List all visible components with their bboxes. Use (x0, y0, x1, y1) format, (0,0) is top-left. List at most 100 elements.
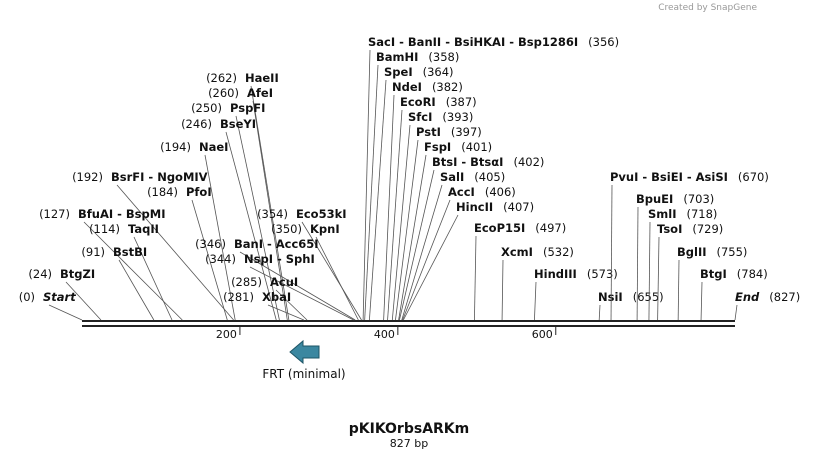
site-position: (246) (181, 117, 212, 131)
site-name: AcuI (270, 275, 298, 289)
credit: Created by SnapGene (658, 3, 757, 13)
site-name: XbaI (262, 290, 291, 304)
site-leader (387, 109, 403, 321)
site-name: BseYI (220, 117, 256, 131)
site-position: (703) (683, 192, 714, 206)
site-leader (636, 206, 639, 321)
site-position: (655) (633, 290, 664, 304)
site-position: (184) (147, 185, 178, 199)
site-name: EcoP15I (474, 221, 525, 235)
site-position: (24) (28, 267, 52, 281)
site-leader (402, 199, 451, 321)
site-leader (315, 236, 359, 321)
feature-arrow (289, 339, 320, 365)
site-position: (114) (89, 222, 120, 236)
site-leader (610, 184, 613, 321)
site-leader (398, 154, 427, 321)
site-name: PvuI - BsiEI - AsiSI (610, 170, 728, 184)
site-position: (532) (543, 245, 574, 259)
site-name: HindIII (534, 267, 577, 281)
site-name: NaeI (199, 140, 228, 154)
site-position: (192) (72, 170, 103, 184)
site-leader (395, 139, 419, 321)
site-name: NsiI (598, 290, 623, 304)
site-name: BfuAI - BspMI (78, 207, 165, 221)
site-leader (474, 235, 477, 321)
site-position: (194) (160, 140, 191, 154)
site-position: (350) (271, 222, 302, 236)
site-leader (648, 221, 651, 321)
site-position: (0) (19, 290, 35, 304)
site-name: HincII (456, 200, 493, 214)
site-leader (133, 236, 173, 321)
site-position: (397) (451, 125, 482, 139)
site-name: BtgZI (60, 267, 95, 281)
ruler-label: 400 (374, 328, 395, 341)
site-position: (364) (423, 65, 454, 79)
site-leader (118, 259, 155, 321)
site-name: SmlI (648, 207, 677, 221)
site-name: BanI - Acc65I (234, 237, 319, 251)
site-name: FspI (424, 140, 451, 154)
site-position: (356) (588, 35, 619, 49)
map-subtitle: 827 bp (390, 437, 428, 450)
site-name: BtgI (700, 267, 727, 281)
site-name: BglII (677, 245, 707, 259)
map-title: pKIKOrbsARKm (349, 421, 470, 437)
site-name: NdeI (392, 80, 422, 94)
site-name: SfcI (408, 110, 432, 124)
site-leader (235, 115, 280, 321)
site-position: (401) (461, 140, 492, 154)
site-leader (534, 281, 537, 321)
site-position: (285) (231, 275, 262, 289)
site-position: (755) (717, 245, 748, 259)
site-name: Start (43, 290, 76, 304)
site-position: (250) (191, 101, 222, 115)
site-position: (406) (485, 185, 516, 199)
site-name: XcmI (501, 245, 533, 259)
site-name: TaqII (128, 222, 159, 236)
site-position: (670) (738, 170, 769, 184)
site-position: (407) (503, 200, 534, 214)
site-position: (497) (535, 221, 566, 235)
site-name: BtsI - BtsαI (432, 155, 503, 169)
site-leader (65, 281, 102, 321)
site-leader (391, 124, 411, 321)
site-leader (501, 259, 504, 321)
site-leader (225, 131, 277, 321)
site-leader (250, 85, 290, 321)
site-leader (239, 251, 356, 321)
site-leader (677, 259, 680, 321)
site-position: (827) (769, 290, 800, 304)
site-leader (362, 49, 371, 321)
site-leader (364, 64, 379, 321)
site-position: (354) (257, 207, 288, 221)
site-leader (700, 281, 703, 321)
site-name: AccI (448, 185, 475, 199)
site-name: Eco53kI (296, 207, 347, 221)
site-position: (346) (195, 237, 226, 251)
site-name: EcoRI (400, 95, 436, 109)
feature-label: FRT (minimal) (262, 367, 345, 381)
site-position: (260) (208, 86, 239, 100)
site-name: BamHI (376, 50, 418, 64)
site-leader (204, 154, 236, 321)
site-name: HaeII (245, 71, 279, 85)
site-leader (249, 266, 354, 321)
ruler-label: 600 (532, 328, 553, 341)
site-position: (784) (737, 267, 768, 281)
site-leader (383, 94, 395, 321)
site-leader (275, 289, 308, 321)
site-name: AfeI (247, 86, 273, 100)
site-position: (405) (474, 170, 505, 184)
site-name: PfoI (186, 185, 212, 199)
site-position: (91) (81, 245, 105, 259)
site-position: (281) (223, 290, 254, 304)
site-leader (267, 304, 305, 321)
site-leader (399, 169, 435, 321)
site-leader (369, 79, 387, 321)
site-position: (382) (432, 80, 463, 94)
site-leader (657, 236, 660, 321)
site-leader (48, 304, 83, 321)
